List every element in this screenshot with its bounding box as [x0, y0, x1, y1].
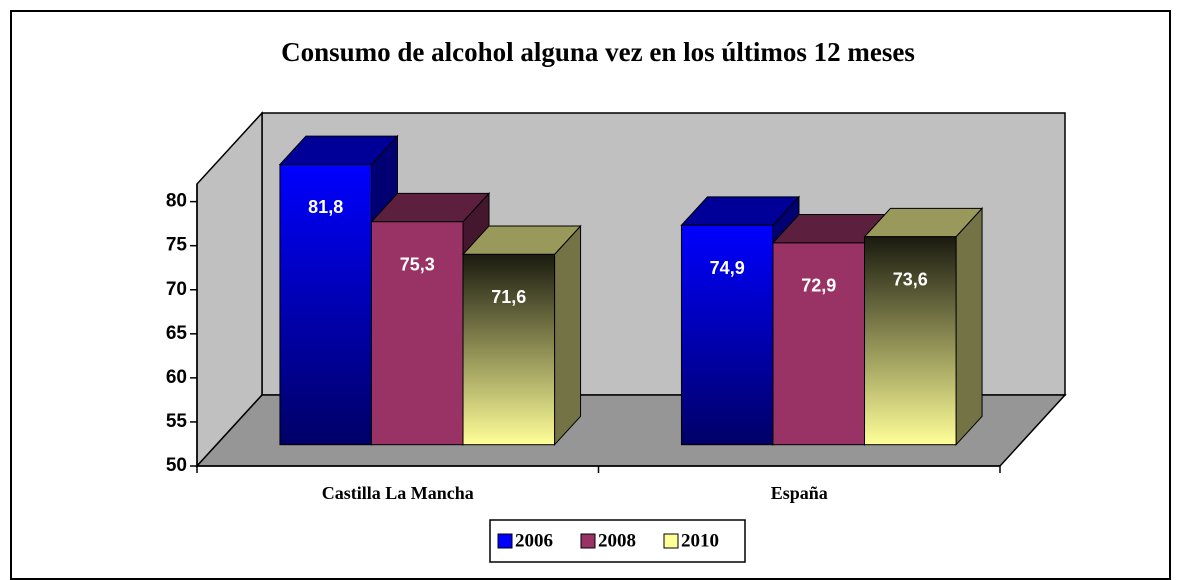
legend-box — [489, 519, 746, 563]
y-tick-label: 75 — [166, 235, 188, 256]
y-tick-label: 70 — [166, 279, 187, 300]
bar — [864, 236, 957, 446]
legend-swatch — [497, 533, 513, 549]
value-label: 74,9 — [710, 258, 745, 278]
value-label: 81,8 — [308, 197, 343, 217]
legend-label: 2006 — [515, 530, 553, 551]
bar-side — [955, 207, 983, 446]
value-label: 75,3 — [400, 254, 435, 274]
y-tick-label: 55 — [166, 411, 188, 432]
bar-side — [554, 224, 582, 446]
bar — [462, 253, 556, 446]
y-tick-label: 80 — [166, 191, 187, 212]
legend-swatch — [580, 533, 596, 549]
value-label: 73,6 — [893, 269, 928, 289]
legend-label: 2010 — [681, 530, 719, 551]
bar — [680, 224, 774, 446]
y-tick-label: 60 — [166, 367, 187, 388]
chart-title: Consumo de alcohol alguna vez en los últ… — [281, 37, 915, 67]
legend-swatch — [663, 533, 679, 549]
bar — [279, 163, 372, 446]
x-tick-label: Castilla La Mancha — [322, 483, 474, 503]
x-tick-label: España — [771, 483, 828, 503]
bar — [772, 242, 866, 446]
bar — [370, 221, 464, 446]
y-tick-label: 50 — [166, 455, 187, 476]
value-label: 71,6 — [491, 287, 526, 307]
y-tick-label: 65 — [166, 323, 188, 344]
legend-label: 2008 — [598, 530, 636, 551]
value-label: 72,9 — [801, 276, 836, 296]
